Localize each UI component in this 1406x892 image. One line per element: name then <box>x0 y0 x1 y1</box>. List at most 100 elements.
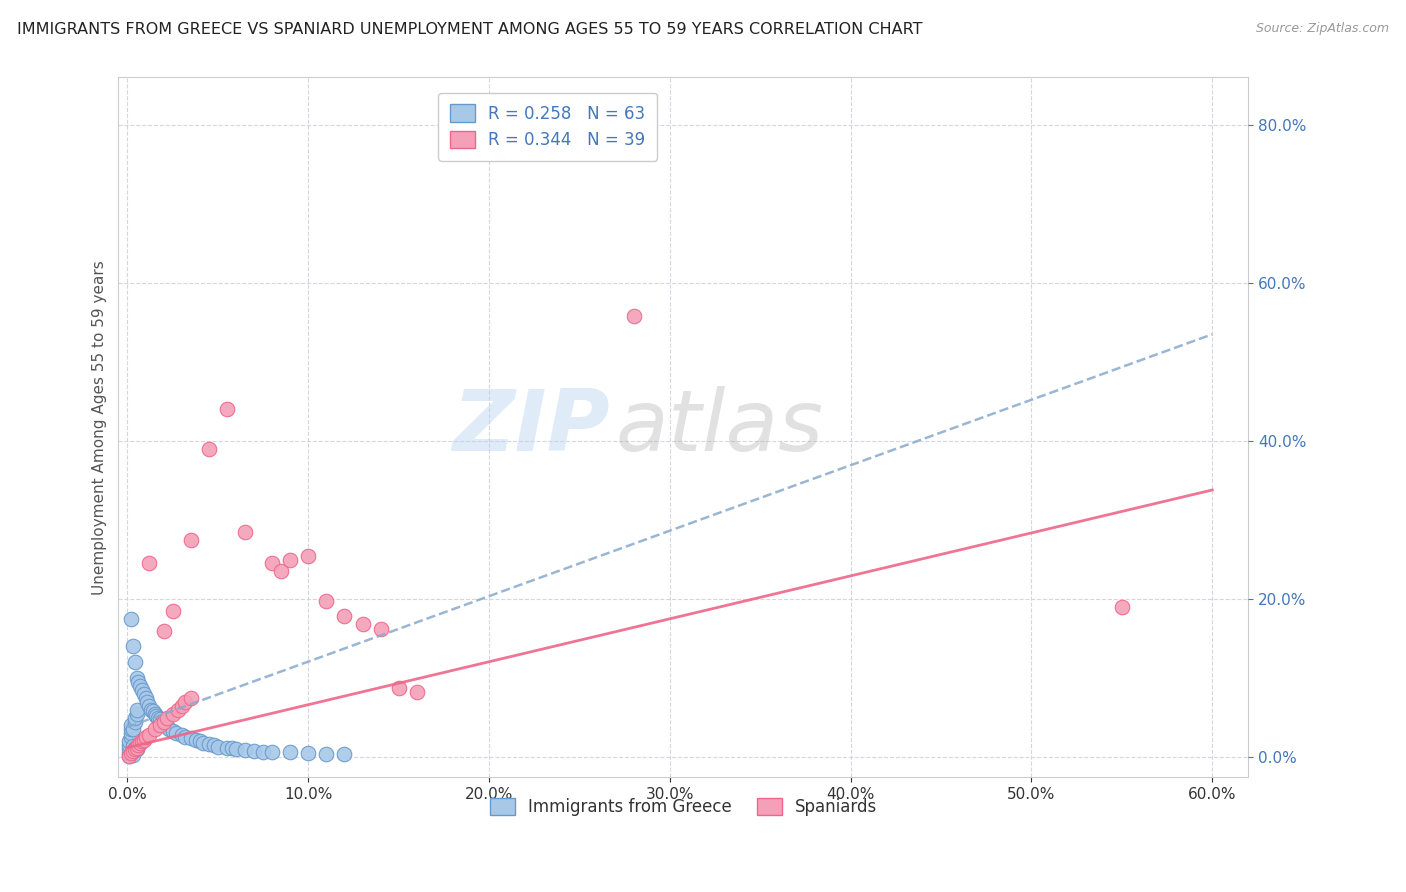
Point <box>270 565 292 579</box>
Point <box>127 738 149 752</box>
Point <box>138 728 160 742</box>
Legend: Immigrants from Greece, Spaniards: Immigrants from Greece, Spaniards <box>481 789 886 824</box>
Point <box>118 734 141 748</box>
Point <box>118 748 141 763</box>
Point <box>120 746 142 760</box>
Point <box>225 742 247 756</box>
Point <box>1111 599 1133 614</box>
Point <box>405 685 427 699</box>
Point <box>124 714 146 729</box>
Point <box>139 703 162 717</box>
Point <box>120 718 142 732</box>
Point <box>198 738 221 752</box>
Point <box>152 716 174 731</box>
Y-axis label: Unemployment Among Ages 55 to 59 years: Unemployment Among Ages 55 to 59 years <box>93 260 107 595</box>
Text: IMMIGRANTS FROM GREECE VS SPANIARD UNEMPLOYMENT AMONG AGES 55 TO 59 YEARS CORREL: IMMIGRANTS FROM GREECE VS SPANIARD UNEMP… <box>17 22 922 37</box>
Point <box>120 726 142 740</box>
Point <box>202 738 225 752</box>
Point <box>155 718 177 732</box>
Point <box>297 746 319 760</box>
Point <box>221 741 243 756</box>
Point <box>198 442 221 456</box>
Point <box>215 402 238 417</box>
Point <box>623 309 645 323</box>
Point <box>138 557 160 571</box>
Point <box>138 698 160 713</box>
Point <box>124 740 146 755</box>
Point <box>262 557 284 571</box>
Point <box>124 710 146 724</box>
Point <box>132 732 155 747</box>
Point <box>167 703 190 717</box>
Text: ZIP: ZIP <box>453 385 610 468</box>
Point <box>125 740 148 755</box>
Point <box>162 724 184 739</box>
Point <box>156 710 179 724</box>
Point <box>180 533 202 547</box>
Point <box>170 698 193 713</box>
Point <box>122 739 145 753</box>
Point <box>118 738 141 752</box>
Point <box>132 687 155 701</box>
Point <box>122 723 145 737</box>
Point <box>131 734 153 748</box>
Point <box>118 746 141 760</box>
Point <box>129 679 152 693</box>
Point <box>278 745 301 759</box>
Point <box>124 742 146 756</box>
Point <box>143 706 166 721</box>
Point <box>252 745 274 759</box>
Point <box>333 609 356 624</box>
Point <box>352 617 374 632</box>
Point <box>135 690 157 705</box>
Point <box>142 704 165 718</box>
Point <box>118 742 141 756</box>
Point <box>120 723 142 737</box>
Point <box>122 640 145 654</box>
Point <box>143 723 166 737</box>
Point <box>152 714 174 729</box>
Point <box>162 706 184 721</box>
Point <box>278 552 301 566</box>
Point <box>207 739 229 754</box>
Point <box>120 612 142 626</box>
Point <box>186 732 208 747</box>
Point <box>148 710 170 724</box>
Point <box>120 731 142 745</box>
Point <box>233 524 256 539</box>
Point <box>174 695 197 709</box>
Point <box>125 706 148 721</box>
Point <box>243 744 266 758</box>
Point <box>180 690 202 705</box>
Point <box>135 731 157 745</box>
Point <box>162 604 184 618</box>
Point <box>122 744 145 758</box>
Point <box>370 622 392 636</box>
Point <box>193 736 215 750</box>
Point <box>156 720 179 734</box>
Point <box>157 723 180 737</box>
Point <box>170 728 193 742</box>
Point <box>152 624 174 638</box>
Point <box>129 736 152 750</box>
Point <box>136 695 159 709</box>
Point <box>145 709 167 723</box>
Text: Source: ZipAtlas.com: Source: ZipAtlas.com <box>1256 22 1389 36</box>
Point <box>174 730 197 744</box>
Point <box>262 745 284 759</box>
Point <box>188 734 211 748</box>
Point <box>165 726 187 740</box>
Point <box>149 712 172 726</box>
Point <box>150 714 173 729</box>
Point <box>122 747 145 762</box>
Point <box>127 675 149 690</box>
Point <box>125 671 148 685</box>
Point <box>118 749 141 764</box>
Point <box>125 742 148 756</box>
Point <box>215 740 238 755</box>
Point <box>180 731 202 746</box>
Point <box>333 747 356 761</box>
Point <box>388 681 411 695</box>
Point <box>131 682 153 697</box>
Point <box>297 549 319 563</box>
